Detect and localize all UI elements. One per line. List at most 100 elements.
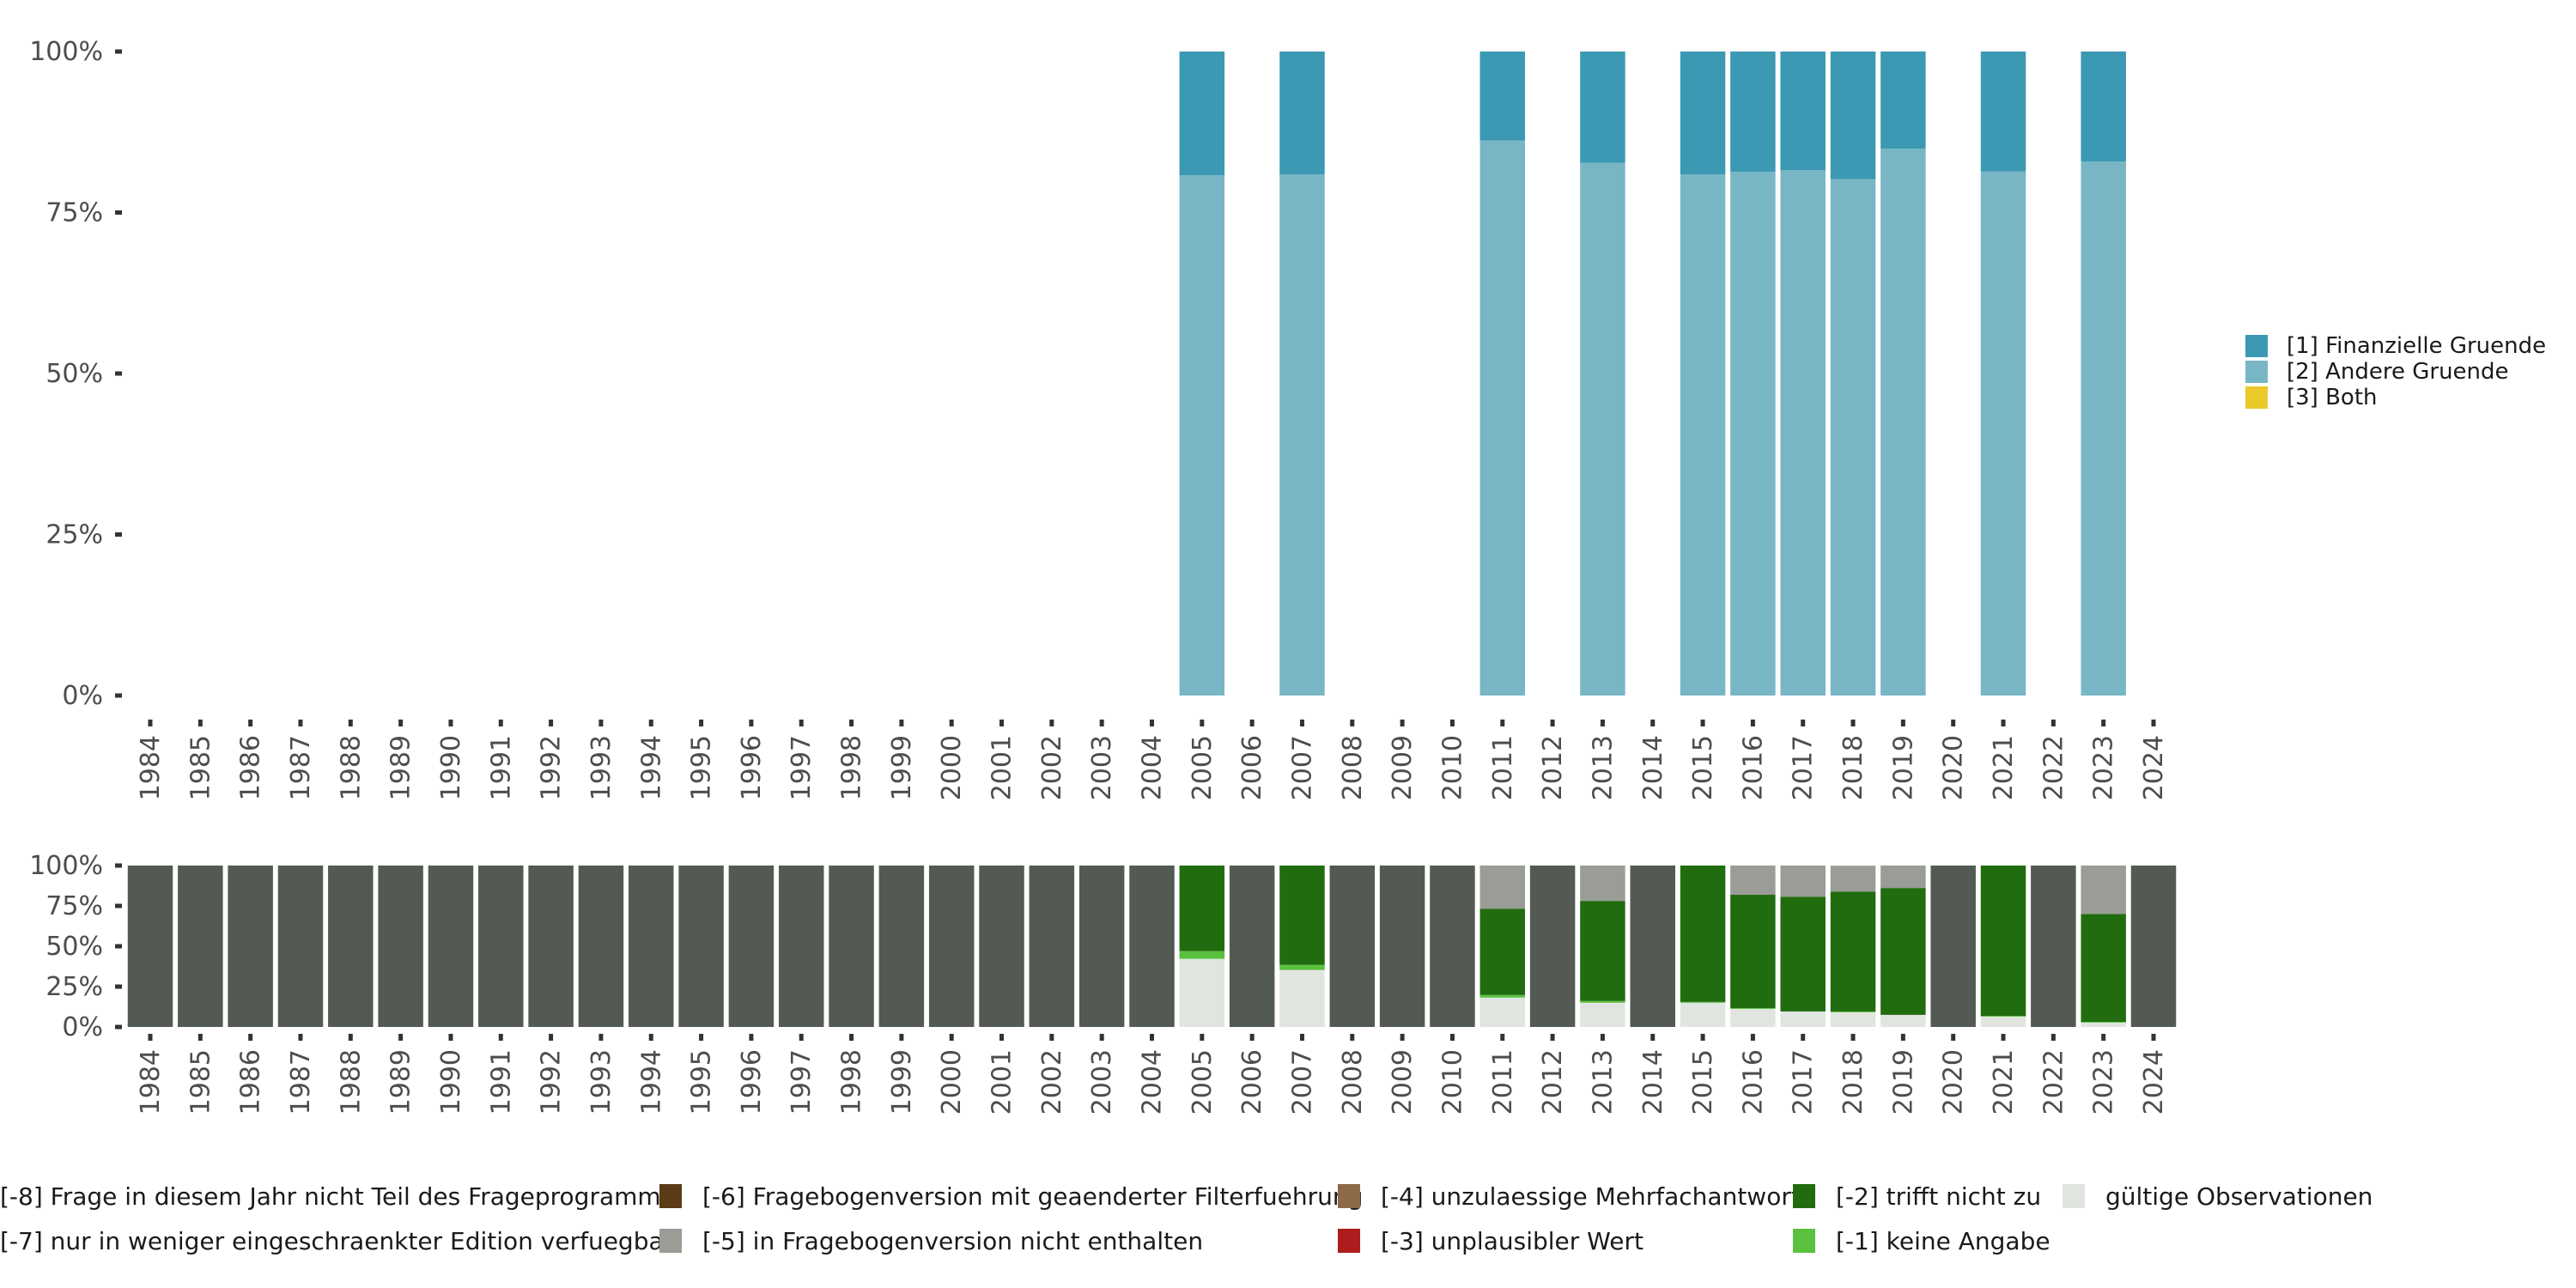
legend-key [2245, 386, 2268, 409]
bottom-bar-segment [2081, 1022, 2126, 1027]
top-x-tick-label: 2017 [1789, 735, 1819, 800]
bottom-bar-segment [1880, 1014, 1926, 1027]
top-bar-segment [2081, 52, 2126, 162]
bottom-x-tick-label: 1990 [436, 1049, 466, 1115]
top-bar-segment [1279, 52, 1325, 175]
bottom-bar-segment [1179, 958, 1225, 1027]
top-bar-segment [1479, 52, 1526, 141]
bottom-bar-segment [1880, 888, 1926, 1015]
top-x-tick-label: 2019 [1888, 735, 1918, 800]
legend-label: gültige Observationen [2105, 1182, 2373, 1211]
legend-key [659, 1184, 682, 1208]
top-x-tick-label: 2013 [1588, 735, 1618, 800]
top-bar-segment [1880, 149, 1926, 696]
top-x-tick-label: 1985 [185, 735, 216, 800]
top-x-tick-label: 2016 [1738, 735, 1768, 800]
legend-label: [-6] Fragebogenversion mit geaenderter F… [702, 1182, 1364, 1211]
legend-label: [-5] in Fragebogenversion nicht enthalte… [702, 1226, 1204, 1255]
bottom-bar-segment [1780, 1011, 1826, 1027]
top-x-tick-label: 2020 [1939, 735, 1969, 800]
top-y-tick-label: 0% [62, 681, 103, 711]
bottom-x-tick-label: 1985 [185, 1049, 216, 1115]
bottom-bar-segment [1379, 866, 1425, 1027]
top-y-tick-label: 75% [46, 198, 103, 228]
legend-label: [3] Both [2287, 385, 2378, 410]
bottom-bar-segment [1479, 866, 1526, 909]
bottom-bar-segment [1830, 1012, 1876, 1027]
bottom-bar-segment [1580, 1000, 1625, 1003]
top-x-tick-label: 2018 [1838, 735, 1868, 800]
bottom-x-tick-label: 1993 [586, 1049, 617, 1115]
top-bar-segment [1830, 179, 1876, 696]
bottom-bar-segment [1229, 866, 1275, 1027]
bottom-bar-segment [1780, 896, 1826, 1012]
top-bar-segment [1730, 172, 1776, 696]
legend-label: [1] Finanzielle Gruende [2287, 333, 2547, 359]
legend-label: [-2] trifft nicht zu [1836, 1182, 2042, 1211]
bottom-bar-segment [228, 866, 273, 1027]
top-bar-segment [2081, 161, 2126, 696]
bottom-bar-segment [378, 866, 423, 1027]
bottom-bar-segment [1479, 997, 1526, 1027]
bottom-bar-segment [1680, 866, 1726, 1002]
bottom-x-tick-label: 2010 [1437, 1049, 1467, 1115]
legend-item-minus3: [-3] unplausibler Wert [1338, 1224, 1643, 1258]
top-legend: [1] Finanzielle Gruende [2] Andere Gruen… [2245, 333, 2546, 410]
legend-item-minus4: [-4] unzulaessige Mehrfachantwort [1338, 1179, 1801, 1213]
bottom-bar-segment [1780, 866, 1826, 897]
bottom-x-tick-label: 2022 [2038, 1049, 2069, 1115]
bottom-x-tick-label: 1997 [787, 1049, 817, 1115]
bottom-bar-segment [1830, 866, 1876, 892]
bottom-x-tick-label: 2019 [1888, 1049, 1918, 1115]
top-bar-segment [1179, 52, 1225, 175]
bottom-bar-segment [1078, 866, 1125, 1027]
bottom-x-tick-label: 2002 [1037, 1049, 1067, 1115]
bottom-bar-segment [1479, 994, 1526, 998]
top-x-tick-label: 1997 [787, 735, 817, 800]
top-x-tick-label: 2004 [1138, 735, 1168, 800]
bottom-bar-segment [629, 866, 674, 1027]
bottom-bar-segment [2031, 866, 2076, 1027]
bottom-x-tick-label: 2012 [1538, 1049, 1568, 1115]
bottom-x-tick-label: 2011 [1488, 1049, 1518, 1115]
top-x-tick-label: 2005 [1188, 735, 1218, 800]
top-bar-segment [1179, 175, 1225, 696]
bottom-bar-segment [578, 866, 624, 1027]
bottom-x-tick-label: 2003 [1087, 1049, 1117, 1115]
bottom-bar-segment [1279, 969, 1325, 1027]
bottom-y-tick-label: 50% [46, 932, 103, 962]
bottom-bar-segment [328, 866, 374, 1027]
bottom-x-tick-label: 2005 [1188, 1049, 1218, 1115]
bottom-x-tick-label: 2015 [1688, 1049, 1718, 1115]
bottom-x-tick-label: 1991 [486, 1049, 516, 1115]
bottom-bar-segment [127, 866, 173, 1027]
bottom-x-tick-label: 2016 [1738, 1049, 1768, 1115]
top-x-tick-label: 2006 [1237, 735, 1267, 800]
legend-label: [2] Andere Gruende [2287, 359, 2509, 385]
legend-label: [-7] nur in weniger eingeschraenkter Edi… [0, 1226, 674, 1255]
bottom-bar-segment [678, 866, 724, 1027]
bottom-x-tick-label: 1986 [236, 1049, 266, 1115]
top-y-tick-label: 25% [46, 520, 103, 550]
top-x-tick-label: 1989 [386, 735, 416, 800]
bottom-y-tick-label: 0% [62, 1012, 103, 1042]
legend-label: [-1] keine Angabe [1836, 1226, 2050, 1255]
bottom-bar-segment [1580, 901, 1625, 1001]
legend-item-minus6: [-6] Fragebogenversion mit geaenderter F… [659, 1179, 1363, 1213]
bottom-bar-segment [1580, 1002, 1625, 1027]
legend-item-minus5: [-5] in Fragebogenversion nicht enthalte… [659, 1224, 1203, 1258]
top-x-tick-label: 2008 [1338, 735, 1368, 800]
top-x-tick-label: 2002 [1037, 735, 1067, 800]
bottom-bar-segment [2081, 914, 2126, 1022]
top-x-tick-label: 2015 [1688, 735, 1718, 800]
bottom-bar-segment [1479, 908, 1526, 995]
bottom-bar-segment [1179, 866, 1225, 951]
bottom-x-tick-label: 1994 [636, 1049, 666, 1115]
legend-item-minus7: [-7] nur in weniger eingeschraenkter Edi… [0, 1224, 673, 1258]
top-x-tick-label: 1992 [537, 735, 567, 800]
top-x-tick-label: 1984 [136, 735, 166, 800]
top-x-tick-label: 2000 [937, 735, 967, 800]
bottom-y-tick-label: 25% [46, 972, 103, 1002]
bottom-x-tick-label: 1989 [386, 1049, 416, 1115]
bottom-x-tick-label: 2013 [1588, 1049, 1618, 1115]
